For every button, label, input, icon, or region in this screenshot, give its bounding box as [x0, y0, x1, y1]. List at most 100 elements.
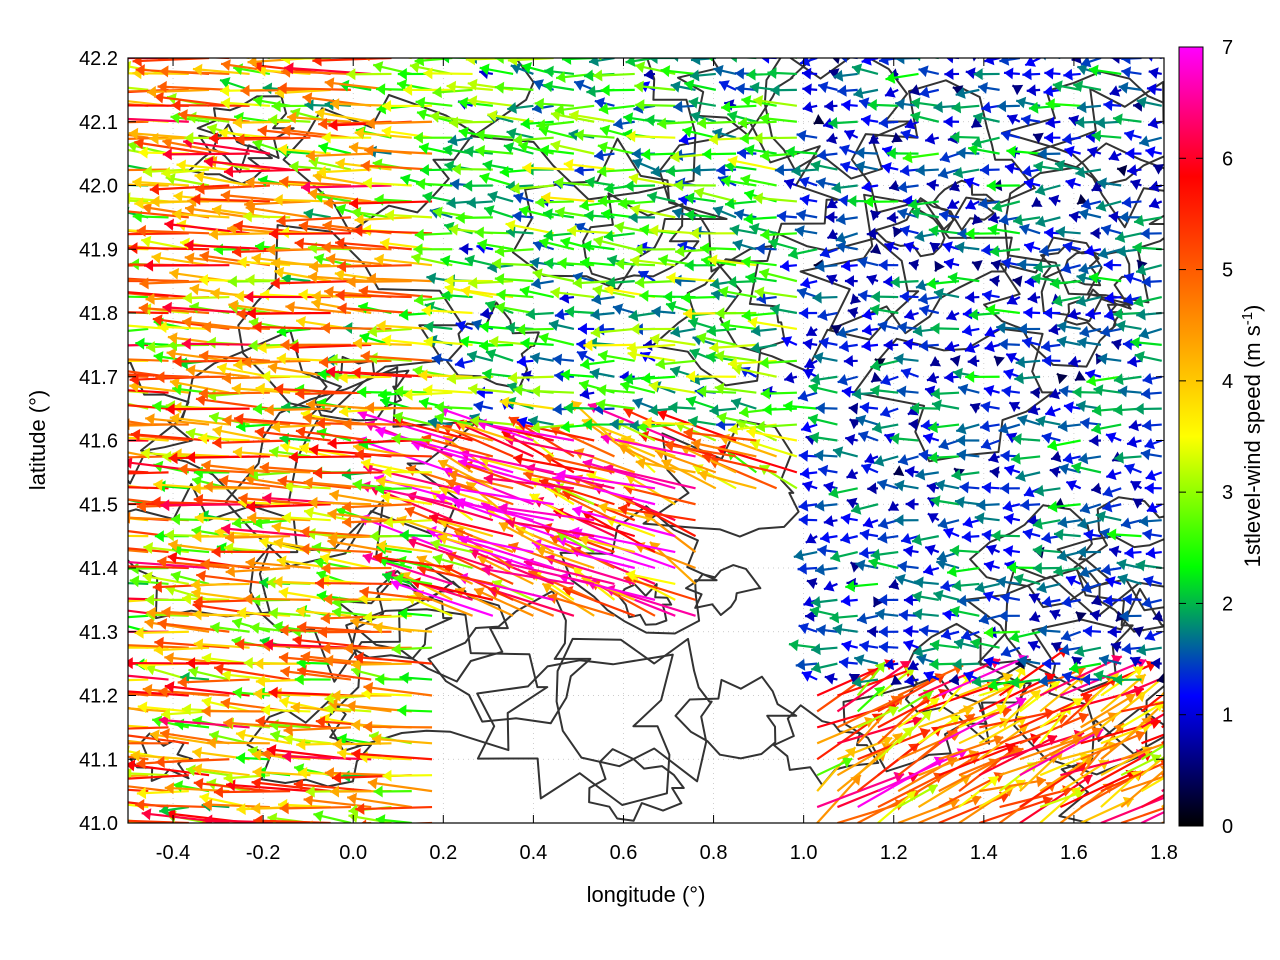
wind-vector — [811, 596, 838, 608]
wind-vector — [1126, 436, 1142, 448]
wind-vector — [232, 446, 291, 459]
wind-vector — [1088, 64, 1122, 77]
wind-vector — [318, 142, 352, 155]
wind-vector — [1130, 336, 1162, 349]
wind-vector — [349, 197, 433, 210]
wind-vector — [368, 352, 412, 365]
wind-vector — [971, 260, 983, 272]
wind-vector — [1034, 484, 1061, 497]
wind-vector — [354, 651, 433, 665]
wind-vector — [945, 309, 960, 321]
wind-vector — [904, 308, 919, 321]
wind-vector — [816, 624, 838, 637]
wind-vector — [172, 543, 210, 556]
wind-vector — [182, 292, 230, 304]
wind-vector — [802, 338, 818, 350]
wind-vector — [697, 385, 737, 398]
wind-vector — [128, 359, 149, 363]
wind-vector — [884, 658, 899, 671]
wind-vector — [846, 468, 859, 480]
contour-line — [932, 179, 997, 232]
wind-vector — [724, 197, 757, 210]
wind-vector — [918, 794, 982, 823]
y-tick-label: 41.9 — [79, 239, 118, 261]
wind-vector — [277, 475, 352, 490]
wind-vector — [170, 111, 210, 124]
wind-vector — [960, 629, 980, 641]
wind-vector — [814, 449, 838, 462]
wind-vector — [1035, 415, 1061, 428]
wind-vector — [1028, 101, 1061, 114]
wind-vector — [363, 720, 433, 733]
wind-vector — [290, 701, 352, 714]
wind-vector — [538, 332, 575, 346]
y-tick-label: 41.5 — [79, 494, 118, 516]
wind-vector — [1080, 417, 1102, 430]
wind-vector — [1080, 198, 1102, 210]
wind-vector — [448, 116, 493, 129]
wind-vector — [788, 639, 818, 652]
wind-vector — [687, 317, 717, 330]
contour-line — [674, 675, 798, 760]
wind-vector — [721, 101, 757, 114]
wind-vector — [1041, 432, 1061, 444]
wind-vector — [1090, 227, 1101, 240]
wind-vector — [759, 112, 798, 125]
wind-vector — [198, 350, 270, 363]
colorbar-tick-label: 3 — [1222, 482, 1233, 504]
wind-vector — [556, 469, 656, 490]
wind-vector — [529, 352, 554, 364]
wind-vector — [480, 307, 494, 320]
wind-vector — [1039, 697, 1084, 729]
wind-vector — [980, 438, 1000, 450]
wind-vector — [161, 166, 210, 179]
wind-vector — [732, 239, 757, 251]
wind-vector — [466, 350, 494, 363]
wind-vector — [176, 159, 230, 172]
wind-vector — [465, 58, 514, 66]
wind-vector — [964, 342, 980, 353]
wind-vector — [1049, 466, 1061, 478]
wind-vector — [1079, 566, 1102, 578]
wind-vector — [1000, 129, 1021, 142]
wind-vector — [228, 299, 291, 315]
wind-vector — [1102, 500, 1122, 513]
wind-vector — [392, 411, 433, 426]
wind-vector — [1005, 352, 1021, 364]
wind-vector — [835, 213, 858, 226]
wind-vector — [1145, 469, 1163, 481]
wind-vector — [367, 325, 412, 338]
wind-vector — [1036, 581, 1061, 594]
wind-vector — [544, 65, 575, 78]
wind-vector — [952, 658, 980, 671]
wind-vector — [706, 324, 737, 337]
wind-vector — [418, 142, 453, 155]
wind-vector — [879, 406, 899, 418]
wind-vector — [588, 58, 615, 67]
wind-vector — [1015, 356, 1041, 369]
wind-vector — [812, 291, 838, 304]
wind-vector — [195, 182, 270, 195]
wind-vector — [337, 302, 412, 315]
wind-vector — [321, 562, 392, 575]
wind-vector — [579, 256, 615, 269]
contour-line — [476, 653, 674, 806]
wind-vector — [576, 350, 595, 362]
wind-vector — [770, 84, 797, 97]
wind-vector — [634, 80, 676, 93]
wind-vector — [949, 673, 960, 686]
wind-vector — [159, 804, 189, 816]
wind-vector — [922, 432, 940, 445]
wind-vector — [979, 775, 1047, 793]
wind-vector — [455, 320, 473, 332]
wind-vector — [953, 166, 980, 179]
wind-vector — [354, 127, 412, 140]
wind-vector — [305, 398, 372, 411]
y-tick-label: 41.1 — [79, 749, 118, 771]
wind-vector — [861, 324, 879, 336]
wind-vector — [1095, 510, 1122, 523]
wind-vector — [1140, 755, 1164, 777]
wind-vector — [1048, 194, 1061, 207]
wind-vector — [128, 86, 149, 91]
wind-vector — [1148, 197, 1163, 209]
